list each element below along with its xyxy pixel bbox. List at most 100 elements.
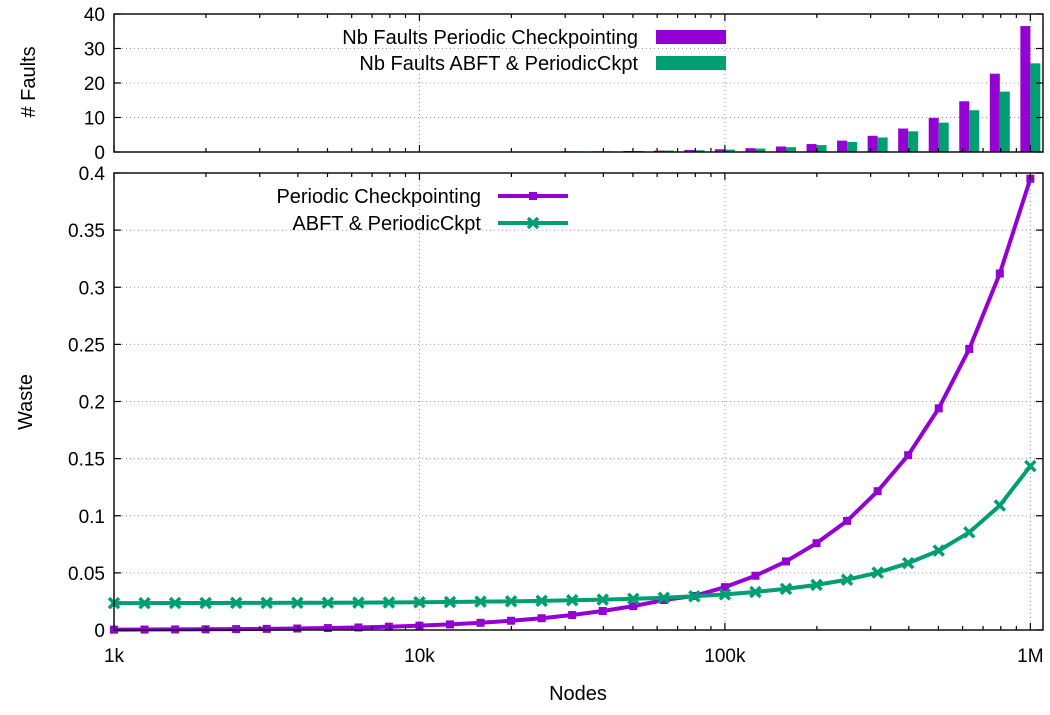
waste-point [843,516,852,525]
waste-point [871,566,884,579]
waste-point [1024,459,1037,473]
faults-bar [908,131,919,152]
waste-point [932,544,945,557]
waste-x-ticks: 1k 10k 100k 1M [104,173,1044,667]
faults-bar-chart: 0 10 20 30 40 Nb Faults Periodic Checkpointin… [84,5,1044,164]
waste-point [384,622,393,631]
faults-bar [745,148,756,152]
faults-legend-swatch [656,56,726,70]
waste-point [720,583,729,592]
waste-legend: Periodic Checkpointing ABFT & PeriodicCkp… [276,186,568,235]
waste-point [445,620,454,629]
faults-bar [999,91,1010,152]
waste-point [596,593,609,606]
waste-point [873,487,882,496]
faults-bar [714,149,725,152]
waste-point [535,594,548,608]
waste-y-ticks: 0 0.05 0.1 0.15 0.2 0.25 0.3 0.35 0.4 [68,164,1043,642]
waste-point [963,526,976,539]
faults-bar [969,110,980,152]
faults-bar [989,73,1000,152]
waste-point [995,269,1004,278]
waste-point [168,596,182,610]
waste-y-tick-label: 0.4 [79,164,106,185]
waste-point [781,557,790,566]
waste-point [901,556,915,570]
x-tick-label: 1M [1017,646,1043,667]
waste-y-axis-label: Waste [15,374,37,430]
waste-point [199,596,212,610]
faults-y-tick-label: 40 [84,5,105,26]
waste-y-tick-label: 0.2 [79,393,105,414]
waste-point [810,578,823,592]
waste-point [688,590,701,603]
faults-y-tick-label: 0 [94,143,105,164]
faults-bar [694,150,705,152]
faults-bar [938,122,949,152]
waste-legend-marker [529,192,537,200]
x-tick-label: 100k [704,646,746,667]
faults-legend-swatch [656,30,726,44]
waste-point [749,585,762,599]
waste-point [718,588,732,601]
waste-point [568,611,577,620]
faults-bar [1020,26,1031,153]
faults-bar-series-1 [419,63,1041,152]
faults-bar-series-0 [409,26,1031,153]
waste-series-line [114,464,1032,606]
faults-bar [837,140,848,152]
x-tick-label: 1k [104,646,125,667]
waste-y-tick-label: 0.3 [79,278,105,299]
faults-bar [867,135,878,152]
waste-point [413,595,426,609]
faults-y-tick-label: 10 [84,109,105,130]
waste-point [382,596,396,609]
x-tick-label: 10k [404,646,435,667]
faults-bar [785,147,796,152]
waste-point [993,499,1007,512]
waste-point [352,596,365,609]
waste-point [598,607,607,616]
waste-point [565,594,579,607]
faults-bar [816,145,827,152]
faults-plot-frame [113,13,1044,153]
faults-bar [724,149,735,152]
faults-legend-label: Nb Faults Periodic Checkpointing [342,27,638,49]
waste-y-tick-label: 0.15 [68,450,105,471]
waste-point [232,625,241,634]
waste-point [934,404,943,413]
faults-bar [1030,63,1041,152]
waste-point [476,618,485,627]
waste-point [537,614,546,623]
faults-y-axis-label: # Faults [18,46,40,117]
waste-legend-label: Periodic Checkpointing [276,186,481,208]
waste-point [812,539,821,548]
faults-bar [928,117,939,152]
faults-bar [898,128,909,152]
waste-point [321,596,335,609]
waste-point [262,624,271,633]
waste-plot-frame [113,172,1044,631]
faults-bar [755,148,766,152]
waste-y-tick-label: 0.25 [68,335,105,356]
waste-legend-label: ABFT & PeriodicCkpt [292,213,481,235]
waste-point [138,596,151,610]
x-axis-label: Nodes [549,683,607,705]
waste-point [840,573,854,586]
waste-grid [114,173,1043,630]
waste-point [504,595,518,608]
faults-bar [877,137,888,152]
waste-point [629,602,638,611]
faults-y-tick-label: 20 [84,74,105,95]
waste-series-0 [110,174,1035,634]
faults-y-ticks: 0 10 20 30 40 [84,5,1043,164]
faults-y-tick-label: 30 [84,40,105,61]
waste-series-line [113,178,1033,632]
waste-point [260,596,273,610]
waste-legend-marker [526,216,540,230]
waste-point [779,582,793,596]
faults-bar [806,144,817,152]
faults-bar [775,146,786,152]
faults-bar [847,141,858,152]
